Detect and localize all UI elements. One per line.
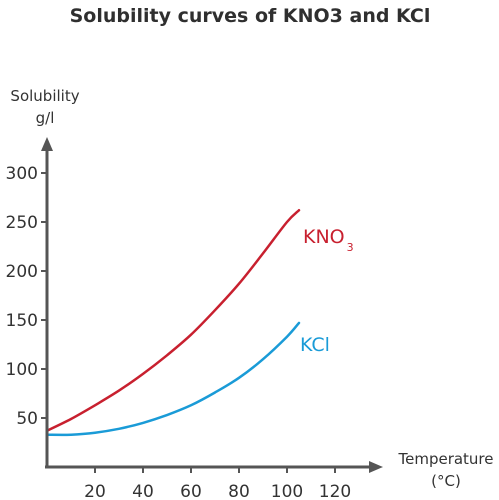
y-tick-label: 200	[6, 262, 38, 282]
y-tick-label: 150	[6, 311, 38, 331]
chart-title: Solubility curves of KNO3 and KCl	[70, 5, 431, 27]
series-label-main: KNO	[303, 226, 345, 248]
x-tick-label: 120	[319, 482, 351, 500]
y-tick-label: 300	[6, 164, 38, 184]
y-axis-arrow	[41, 137, 53, 151]
x-tick-label: 20	[84, 482, 106, 500]
x-tick-label: 60	[180, 482, 202, 500]
y-tick-label: 250	[6, 213, 38, 233]
y-tick-label: 50	[16, 409, 38, 429]
series-label-kcl: KCl	[300, 334, 330, 356]
ticks-layer: 50 100 150 200 250 300 20 40 60 80 100 120	[6, 164, 352, 500]
x-axis-unit: (°C)	[431, 472, 461, 490]
x-tick-label: 100	[271, 482, 303, 500]
x-axis-arrow	[369, 461, 383, 473]
series-line-kcl	[45, 321, 301, 437]
x-tick-label: 40	[132, 482, 154, 500]
series-line-kno3	[45, 208, 301, 432]
series-label-subscript: 3	[347, 241, 354, 254]
y-tick-label: 100	[6, 360, 38, 380]
x-axis-label: Temperature	[397, 450, 493, 468]
y-axis-label: Solubility	[10, 87, 79, 105]
series-label-main: KCl	[300, 334, 330, 356]
y-axis-unit: g/l	[36, 109, 55, 127]
series-layer	[45, 208, 301, 437]
x-tick-label: 80	[228, 482, 250, 500]
series-label-kno3: KNO 3	[303, 226, 354, 254]
labels-layer: KNO 3 KCl	[300, 226, 354, 356]
